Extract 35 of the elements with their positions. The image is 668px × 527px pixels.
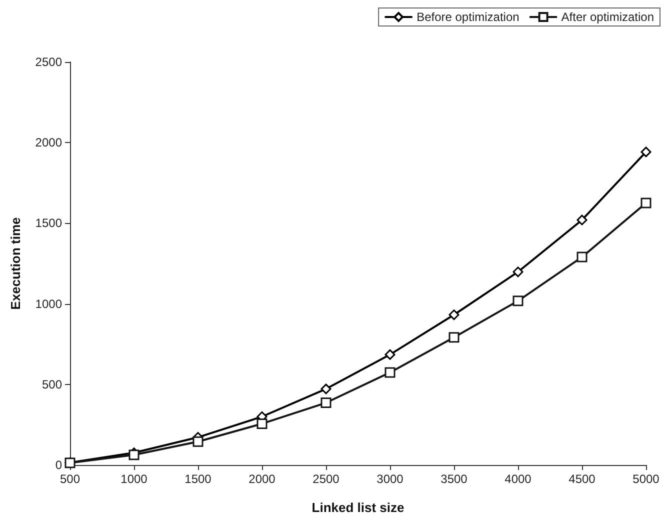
point: [576, 252, 588, 262]
y-tick-label: 2000: [35, 136, 62, 150]
x-tick-label: 2000: [248, 472, 276, 486]
point: [512, 296, 524, 306]
x-tick-label: 5000: [632, 472, 660, 486]
point: [640, 146, 652, 158]
point: [256, 418, 268, 429]
x-tick-label: 2500: [312, 472, 340, 486]
y-tick-label: 1000: [35, 296, 62, 311]
x-axis-title: Linked list size: [312, 500, 404, 515]
y-tick-label: 500: [42, 377, 62, 392]
point: [192, 436, 204, 447]
point: [448, 310, 460, 320]
legend-label: Before optimization: [416, 10, 520, 24]
point: [320, 384, 332, 394]
point: [576, 214, 588, 226]
x-tick-label: 3500: [440, 472, 468, 486]
x-tick-label: 3000: [376, 472, 404, 486]
point: [320, 398, 332, 408]
x-tick-label: 1000: [120, 472, 148, 486]
x-tick-label: 4000: [504, 472, 532, 486]
x-tick-label: 1500: [184, 472, 212, 486]
point: [384, 367, 396, 378]
y-tick-label: 0: [55, 458, 62, 472]
y-axis-title: Execution time: [8, 217, 23, 310]
point: [448, 332, 460, 343]
point: [384, 349, 396, 360]
point: [640, 198, 652, 208]
x-tick-label: 4500: [568, 472, 596, 486]
y-tick-label: 1500: [35, 216, 62, 230]
legend-label: After optimization: [561, 10, 654, 24]
x-tick-label: 500: [60, 472, 80, 486]
point: [512, 266, 524, 278]
point: [128, 450, 140, 460]
y-tick-label: 2500: [35, 55, 62, 69]
